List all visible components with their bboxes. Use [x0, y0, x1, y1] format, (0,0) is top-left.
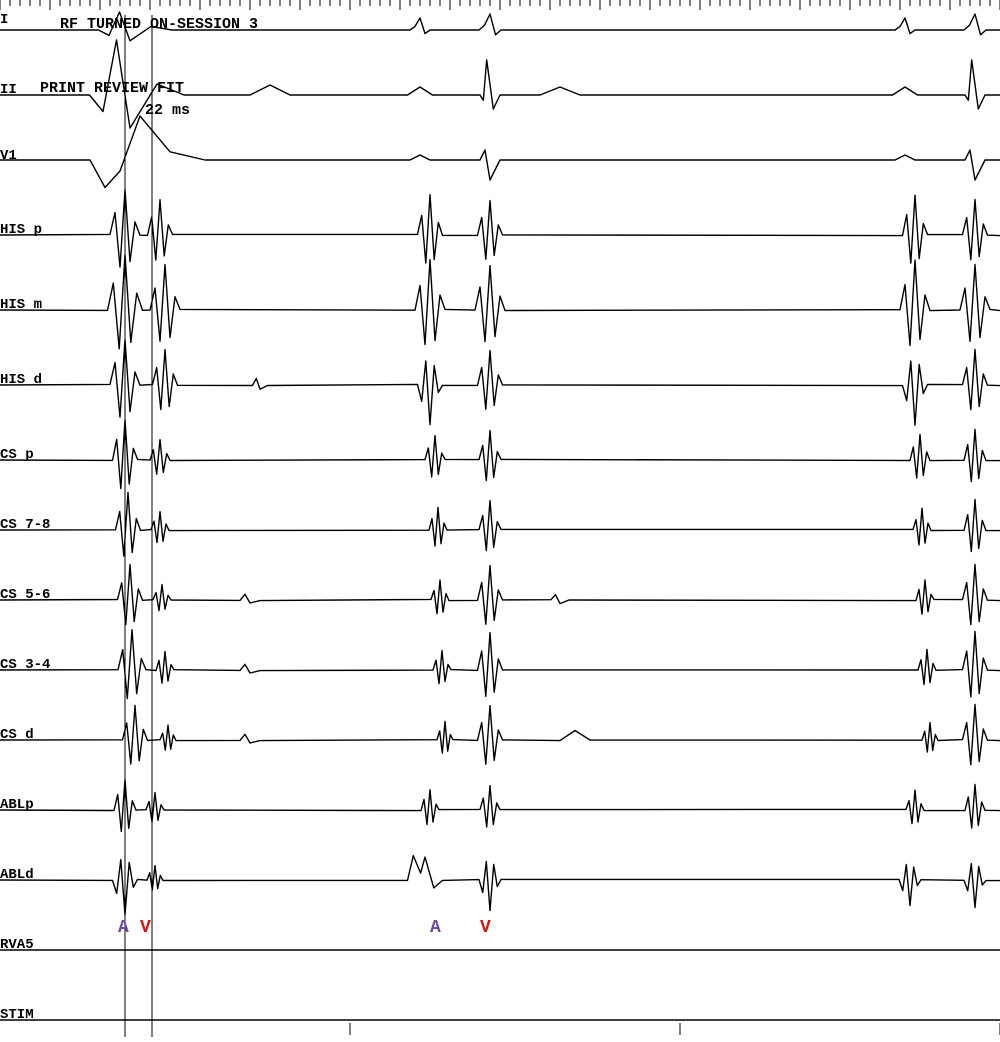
- lead-label-CS_7_8: CS 7-8: [0, 517, 50, 533]
- trace-CS_5_6: [0, 565, 1000, 625]
- lead-label-HIS_d: HIS d: [0, 372, 42, 388]
- lead-label-I: I: [0, 12, 8, 28]
- trace-V1: [0, 116, 1000, 188]
- lead-label-HIS_m: HIS m: [0, 297, 42, 313]
- trace-CS_d: [0, 705, 1000, 765]
- ep-tracing-stage: IIIV1HIS pHIS mHIS dCS pCS 7-8CS 5-6CS 3…: [0, 0, 1000, 1042]
- lead-label-RVA5: RVA5: [0, 937, 34, 953]
- lead-label-CS_5_6: CS 5-6: [0, 587, 50, 603]
- marker-A-0: A: [118, 918, 129, 938]
- trace-HIS_m: [0, 255, 1000, 349]
- lead-label-ABLp: ABLp: [0, 797, 34, 813]
- annotation-0: RF TURNED ON-SESSION 3: [60, 16, 258, 33]
- lead-label-HIS_p: HIS p: [0, 222, 42, 238]
- trace-CS_3_4: [0, 630, 1000, 699]
- trace-ABLd: [0, 856, 1000, 915]
- tracing-svg: [0, 0, 1000, 1042]
- marker-V-1: V: [140, 918, 151, 938]
- lead-label-V1: V1: [0, 148, 17, 164]
- trace-CS_p: [0, 420, 1000, 489]
- trace-HIS_d: [0, 340, 1000, 426]
- marker-A-2: A: [430, 918, 441, 938]
- marker-V-3: V: [480, 918, 491, 938]
- annotation-2: 22 ms: [145, 102, 190, 119]
- lead-label-STIM: STIM: [0, 1007, 34, 1023]
- trace-CS_7_8: [0, 493, 1000, 557]
- annotation-1: PRINT REVIEW FIT: [40, 80, 184, 97]
- lead-label-ABLd: ABLd: [0, 867, 34, 883]
- trace-ABLp: [0, 780, 1000, 832]
- trace-HIS_p: [0, 190, 1000, 267]
- lead-label-CS_p: CS p: [0, 447, 34, 463]
- lead-label-CS_3_4: CS 3-4: [0, 657, 50, 673]
- lead-label-II: II: [0, 82, 17, 98]
- lead-label-CS_d: CS d: [0, 727, 34, 743]
